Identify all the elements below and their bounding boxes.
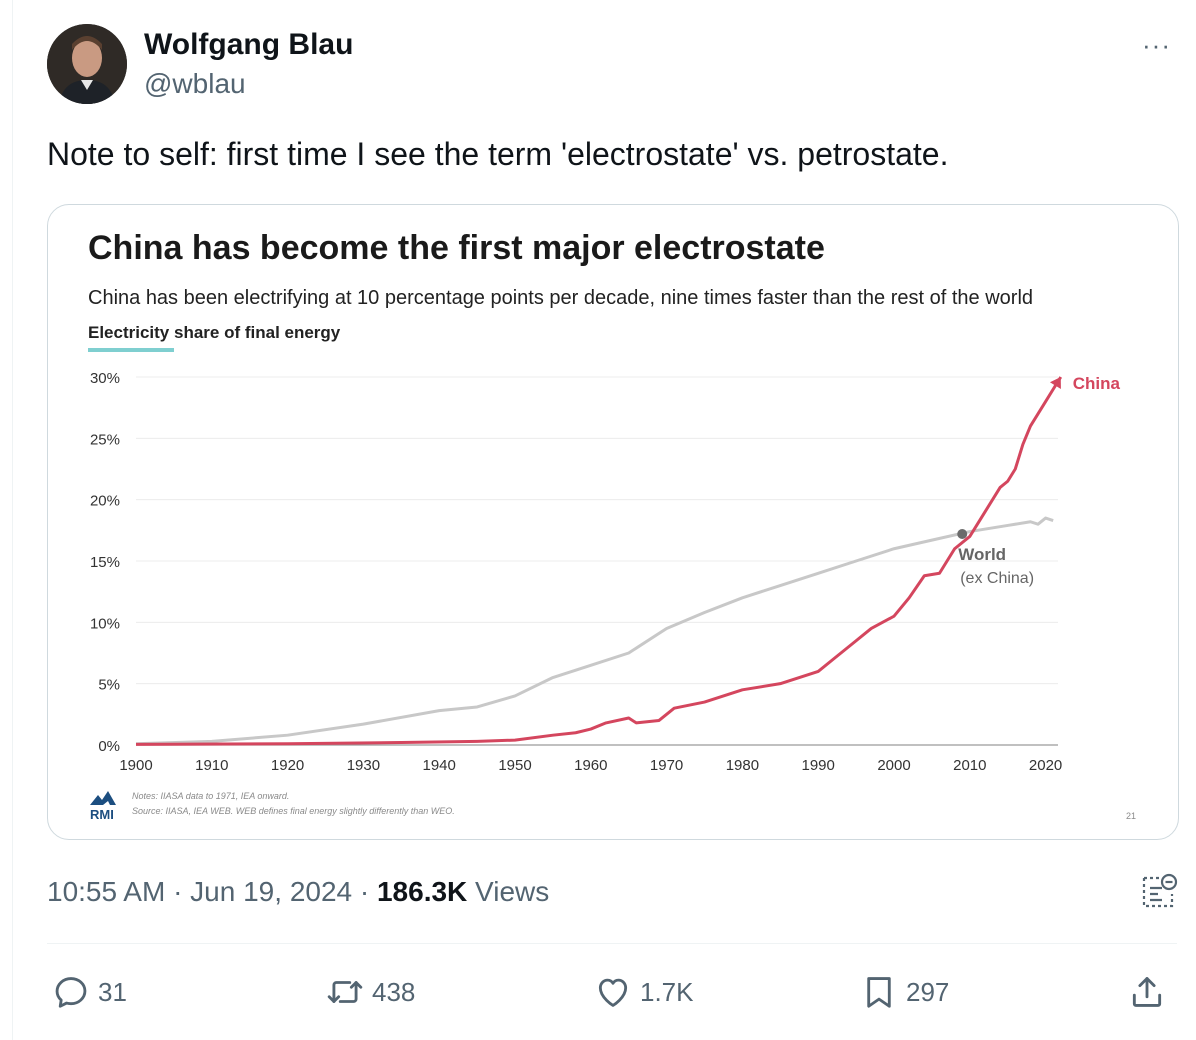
y-tick-label: 20% xyxy=(90,493,120,510)
bookmark-count: 297 xyxy=(906,976,950,1007)
world-series-label: World xyxy=(958,545,1006,564)
tweet-meta: 10:55 AM · Jun 19, 2024 · 186.3K Views xyxy=(47,876,549,908)
chart-title: China has become the first major electro… xyxy=(88,229,825,267)
x-tick-label: 1910 xyxy=(195,757,228,774)
chart-notes-line: Notes: IIASA data to 1971, IEA onward. xyxy=(132,791,290,801)
chart-page-number: 21 xyxy=(1126,811,1137,821)
x-tick-label: 1960 xyxy=(574,757,607,774)
x-tick-label: 1900 xyxy=(119,757,152,774)
reply-icon xyxy=(55,977,87,1008)
post-analytics-icon[interactable] xyxy=(1140,872,1178,912)
tweet-text: Note to self: first time I see the term … xyxy=(47,136,949,172)
x-tick-label: 1930 xyxy=(347,757,380,774)
y-tick-label: 10% xyxy=(90,615,120,632)
avatar-portrait-icon xyxy=(47,24,127,104)
like-count: 1.7K xyxy=(640,976,694,1007)
author-name[interactable]: Wolfgang Blau xyxy=(144,28,354,61)
x-tick-label: 1970 xyxy=(650,757,683,774)
reply-count: 31 xyxy=(98,976,127,1007)
timeline-border xyxy=(12,0,13,1040)
chart-card[interactable]: 0% 5% 10% 15% 20% 25% 30% 1900 1910 1920 1930 1940 1… xyxy=(47,204,1179,840)
world-series-sublabel: (ex China) xyxy=(960,570,1034,587)
bookmark-icon xyxy=(867,977,891,1008)
y-tick-label: 15% xyxy=(90,554,120,571)
line-chart: 0% 5% 10% 15% 20% 25% 30% 1900 1910 1920 1930 1940 1… xyxy=(90,370,1121,774)
share-icon xyxy=(1132,977,1162,1007)
author-avatar[interactable] xyxy=(47,24,127,104)
retweet-icon xyxy=(327,981,363,1003)
world-series-line xyxy=(135,516,1054,746)
share-button[interactable] xyxy=(1128,972,1166,1012)
y-tick-label: 30% xyxy=(90,370,120,387)
actions-divider xyxy=(47,943,1177,944)
y-tick-label: 5% xyxy=(98,677,120,694)
x-tick-label: 2020 xyxy=(1029,757,1062,774)
x-tick-label: 2010 xyxy=(953,757,986,774)
heart-icon xyxy=(598,978,628,1007)
reply-button[interactable]: 31 xyxy=(52,972,127,1012)
author-handle[interactable]: @wblau xyxy=(144,68,246,99)
views-label: Views xyxy=(467,876,550,907)
x-tick-label: 1940 xyxy=(423,757,456,774)
views-count: 186.3K xyxy=(376,876,468,907)
tweet-timestamp[interactable]: 10:55 AM · Jun 19, 2024 · xyxy=(47,876,377,907)
retweet-count: 438 xyxy=(372,976,416,1007)
more-options-icon[interactable]: ··· xyxy=(1142,30,1171,60)
y-tick-label: 25% xyxy=(90,431,120,448)
china-series-label: China xyxy=(1073,374,1121,393)
rmi-logo-icon: RMI xyxy=(90,791,116,821)
rmi-logo-text: RMI xyxy=(90,807,114,821)
y-axis-label-underline xyxy=(88,348,174,352)
y-tick-label: 0% xyxy=(98,738,120,755)
chart-subtitle: China has been electrifying at 10 percen… xyxy=(88,287,1034,309)
chart-source-line: Source: IIASA, IEA WEB. WEB defines fina… xyxy=(132,806,455,816)
chart-notes: Notes: IIASA data to 1971, IEA onward. S… xyxy=(132,789,455,819)
chart-y-axis-label: Electricity share of final energy xyxy=(88,323,341,342)
retweet-button[interactable]: 438 xyxy=(326,972,415,1012)
like-button[interactable]: 1.7K xyxy=(594,972,694,1012)
china-arrowhead xyxy=(1049,377,1061,389)
x-tick-label: 1920 xyxy=(271,757,304,774)
china-series-line xyxy=(135,376,1063,746)
x-tick-label: 1990 xyxy=(802,757,835,774)
crossover-point xyxy=(957,529,968,540)
bookmark-button[interactable]: 297 xyxy=(860,972,949,1012)
x-tick-label: 1980 xyxy=(726,757,759,774)
x-tick-label: 2000 xyxy=(877,757,910,774)
x-tick-label: 1950 xyxy=(498,757,531,774)
